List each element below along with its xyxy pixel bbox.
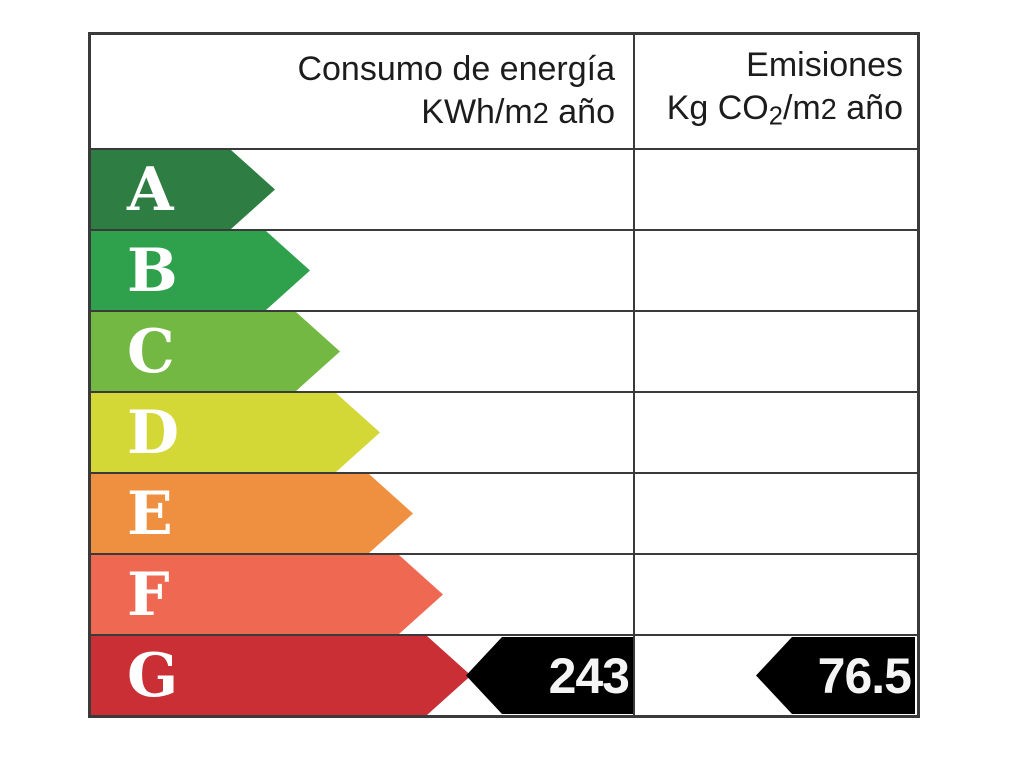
rating-arrow-g: G — [91, 636, 471, 715]
emissions-cell-g: 76.5 — [635, 636, 917, 715]
rating-arrow-a: A — [91, 150, 275, 229]
table-header-row: Consumo de energía KWh/m2 año Emisiones … — [91, 35, 917, 150]
consumption-value: 243 — [548, 647, 630, 704]
consumption-cell-e: E — [91, 474, 635, 553]
emissions-header-title: Emisiones — [746, 46, 903, 85]
consumption-header-title: Consumo de energía — [297, 49, 615, 88]
emissions-value: 76.5 — [817, 647, 912, 704]
rating-letter: E — [127, 478, 173, 549]
emissions-header: Emisiones Kg CO2/m2 año — [635, 35, 917, 148]
rating-letter: D — [127, 397, 180, 468]
consumption-cell-f: F — [91, 555, 635, 634]
rating-row-f: F — [91, 555, 917, 636]
emissions-cell-d — [635, 393, 917, 472]
rating-letter: B — [127, 235, 178, 306]
rating-row-g: G 243 76.5 — [91, 636, 917, 715]
energy-rating-table: Consumo de energía KWh/m2 año Emisiones … — [88, 32, 920, 718]
rating-letter: F — [127, 559, 170, 630]
consumption-cell-b: B — [91, 231, 635, 310]
consumption-header-unit: KWh/m2 año — [421, 92, 615, 131]
rating-row-e: E — [91, 474, 917, 555]
emissions-value-arrow: 76.5 — [756, 637, 915, 714]
rating-letter: C — [127, 316, 175, 387]
rating-arrow-e: E — [91, 474, 413, 553]
consumption-cell-a: A — [91, 150, 635, 229]
rating-arrow-c: C — [91, 312, 340, 391]
consumption-header: Consumo de energía KWh/m2 año — [91, 35, 635, 148]
emissions-cell-c — [635, 312, 917, 391]
rating-arrow-b: B — [91, 231, 310, 310]
emissions-header-unit: Kg CO2/m2 año — [666, 89, 903, 131]
emissions-cell-e — [635, 474, 917, 553]
rating-row-a: A — [91, 150, 917, 231]
emissions-cell-b — [635, 231, 917, 310]
rating-row-d: D — [91, 393, 917, 474]
rating-letter: G — [127, 640, 179, 711]
rating-arrow-d: D — [91, 393, 380, 472]
rating-row-b: B — [91, 231, 917, 312]
rating-arrow-f: F — [91, 555, 443, 634]
consumption-value-arrow: 243 — [466, 637, 633, 714]
rating-row-c: C — [91, 312, 917, 393]
consumption-cell-c: C — [91, 312, 635, 391]
ratings-rows: A B C D E F G 243 76.5 — [91, 150, 917, 715]
emissions-cell-f — [635, 555, 917, 634]
consumption-cell-d: D — [91, 393, 635, 472]
rating-letter: A — [127, 154, 174, 225]
consumption-cell-g: G 243 — [91, 636, 635, 715]
emissions-cell-a — [635, 150, 917, 229]
